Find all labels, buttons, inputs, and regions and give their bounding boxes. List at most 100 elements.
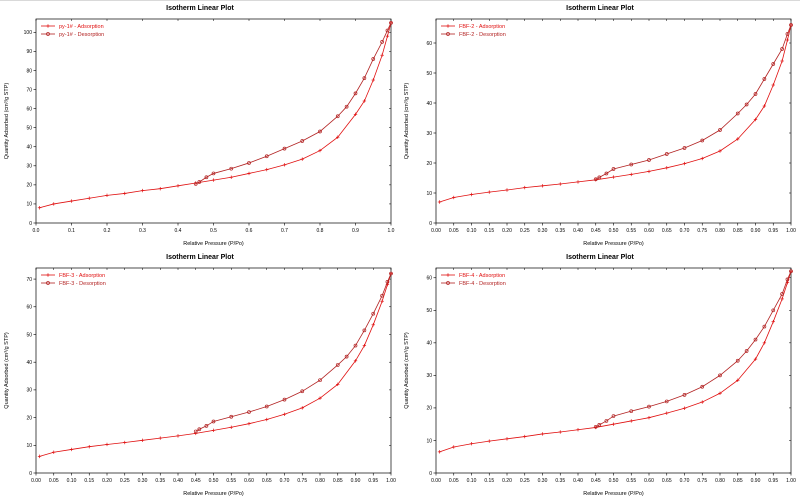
- isotherm-chart-svg: Isotherm Linear Plot 0.00 0.05 0.10 0.15 0.20…: [404, 254, 796, 497]
- isotherm-plot-py1: Isotherm Linear Plot 0.0 0.1 0.2 0.3 0.4 0.5 0.…: [0, 1, 400, 250]
- svg-text:0.20: 0.20: [502, 478, 512, 484]
- svg-text:0.20: 0.20: [102, 478, 112, 484]
- svg-text:FBF-3 - Desorption: FBF-3 - Desorption: [59, 281, 106, 287]
- svg-text:0.25: 0.25: [520, 478, 530, 484]
- svg-text:10: 10: [426, 191, 432, 197]
- svg-text:0.15: 0.15: [484, 228, 494, 234]
- svg-text:Relative Pressure (P/Po): Relative Pressure (P/Po): [183, 491, 244, 497]
- svg-text:0.50: 0.50: [209, 478, 219, 484]
- svg-text:FBF-2 - Adsorption: FBF-2 - Adsorption: [459, 24, 505, 30]
- svg-text:Isotherm Linear Plot: Isotherm Linear Plot: [166, 254, 234, 261]
- isotherm-chart-svg: Isotherm Linear Plot 0.00 0.05 0.10 0.15 0.20…: [404, 5, 796, 247]
- svg-text:0.05: 0.05: [449, 228, 459, 234]
- isotherm-chart-svg: Isotherm Linear Plot 0.00 0.05 0.10 0.15 0.20…: [4, 254, 396, 497]
- svg-text:0.85: 0.85: [733, 228, 743, 234]
- svg-text:70: 70: [26, 277, 32, 283]
- svg-text:0.05: 0.05: [449, 478, 459, 484]
- svg-text:0.35: 0.35: [555, 228, 565, 234]
- svg-text:20: 20: [26, 183, 32, 189]
- svg-text:30: 30: [26, 164, 32, 170]
- svg-text:20: 20: [426, 406, 432, 412]
- svg-text:60: 60: [26, 305, 32, 311]
- svg-text:0.45: 0.45: [591, 228, 601, 234]
- svg-text:0.50: 0.50: [609, 478, 619, 484]
- svg-text:0.05: 0.05: [49, 478, 59, 484]
- svg-text:50: 50: [426, 71, 432, 77]
- svg-text:0.55: 0.55: [626, 478, 636, 484]
- svg-text:100: 100: [24, 30, 33, 36]
- svg-text:0.35: 0.35: [555, 478, 565, 484]
- svg-text:0.60: 0.60: [244, 478, 254, 484]
- svg-text:20: 20: [426, 161, 432, 167]
- svg-text:Quantity Adsorbed (cm³/g STP): Quantity Adsorbed (cm³/g STP): [4, 83, 10, 160]
- svg-text:py-1# - Desorption: py-1# - Desorption: [59, 32, 104, 38]
- svg-text:Quantity Adsorbed (cm³/g STP): Quantity Adsorbed (cm³/g STP): [404, 83, 410, 160]
- svg-text:0.0: 0.0: [33, 228, 40, 234]
- svg-text:0.30: 0.30: [538, 228, 548, 234]
- svg-text:0.8: 0.8: [317, 228, 324, 234]
- svg-text:0.90: 0.90: [751, 478, 761, 484]
- svg-text:0.7: 0.7: [281, 228, 288, 234]
- svg-text:0.85: 0.85: [333, 478, 343, 484]
- svg-text:70: 70: [26, 87, 32, 93]
- svg-text:0.20: 0.20: [502, 228, 512, 234]
- svg-text:0.40: 0.40: [573, 478, 583, 484]
- svg-text:0.65: 0.65: [262, 478, 272, 484]
- svg-text:0.70: 0.70: [280, 478, 290, 484]
- svg-text:0: 0: [29, 221, 32, 227]
- svg-text:1.00: 1.00: [786, 228, 796, 234]
- svg-text:FBF-4 - Desorption: FBF-4 - Desorption: [459, 281, 506, 287]
- svg-text:0.2: 0.2: [104, 228, 111, 234]
- svg-text:90: 90: [26, 49, 32, 55]
- isotherm-plot-fbf2: Isotherm Linear Plot 0.00 0.05 0.10 0.15 0.20…: [400, 1, 800, 250]
- svg-text:0.60: 0.60: [644, 228, 654, 234]
- svg-text:0.45: 0.45: [591, 478, 601, 484]
- svg-text:0.55: 0.55: [226, 478, 236, 484]
- svg-text:30: 30: [426, 131, 432, 137]
- svg-text:0.55: 0.55: [626, 228, 636, 234]
- svg-text:0.5: 0.5: [210, 228, 217, 234]
- svg-text:Relative Pressure (P/Po): Relative Pressure (P/Po): [583, 491, 644, 497]
- svg-text:40: 40: [426, 341, 432, 347]
- svg-text:Quantity Adsorbed (cm³/g STP): Quantity Adsorbed (cm³/g STP): [404, 332, 410, 409]
- svg-text:50: 50: [26, 125, 32, 131]
- svg-text:0.65: 0.65: [662, 228, 672, 234]
- svg-text:Isotherm Linear Plot: Isotherm Linear Plot: [566, 254, 634, 261]
- svg-text:10: 10: [26, 443, 32, 449]
- svg-text:FBF-4 - Adsorption: FBF-4 - Adsorption: [459, 273, 505, 279]
- svg-text:0.9: 0.9: [352, 228, 359, 234]
- svg-text:40: 40: [26, 145, 32, 151]
- svg-text:0.95: 0.95: [368, 478, 378, 484]
- svg-text:0.40: 0.40: [173, 478, 183, 484]
- svg-text:0.75: 0.75: [697, 228, 707, 234]
- svg-text:40: 40: [426, 101, 432, 107]
- svg-text:FBF-2 - Desorption: FBF-2 - Desorption: [459, 32, 506, 38]
- svg-text:0.00: 0.00: [431, 228, 441, 234]
- svg-text:20: 20: [26, 415, 32, 421]
- svg-text:Quantity Adsorbed (cm³/g STP): Quantity Adsorbed (cm³/g STP): [4, 332, 10, 409]
- isotherm-chart-svg: Isotherm Linear Plot 0.0 0.1 0.2 0.3 0.4 0.5 0.…: [4, 5, 395, 247]
- svg-text:60: 60: [426, 41, 432, 47]
- svg-text:0.60: 0.60: [644, 478, 654, 484]
- svg-text:0.90: 0.90: [351, 478, 361, 484]
- svg-text:0.6: 0.6: [246, 228, 253, 234]
- svg-text:10: 10: [426, 438, 432, 444]
- svg-text:0.40: 0.40: [573, 228, 583, 234]
- svg-text:0: 0: [429, 471, 432, 477]
- svg-text:0.25: 0.25: [520, 228, 530, 234]
- svg-text:10: 10: [26, 202, 32, 208]
- svg-text:0: 0: [429, 221, 432, 227]
- svg-text:0.80: 0.80: [715, 478, 725, 484]
- svg-text:60: 60: [426, 276, 432, 282]
- svg-text:0.95: 0.95: [768, 228, 778, 234]
- svg-text:0.00: 0.00: [431, 478, 441, 484]
- svg-text:0.4: 0.4: [175, 228, 182, 234]
- svg-text:0.70: 0.70: [680, 478, 690, 484]
- svg-text:0.80: 0.80: [715, 228, 725, 234]
- svg-text:0.75: 0.75: [697, 478, 707, 484]
- svg-text:0.50: 0.50: [609, 228, 619, 234]
- svg-text:30: 30: [26, 388, 32, 394]
- svg-text:Isotherm Linear Plot: Isotherm Linear Plot: [566, 5, 634, 12]
- svg-text:30: 30: [426, 373, 432, 379]
- svg-text:0.10: 0.10: [467, 228, 477, 234]
